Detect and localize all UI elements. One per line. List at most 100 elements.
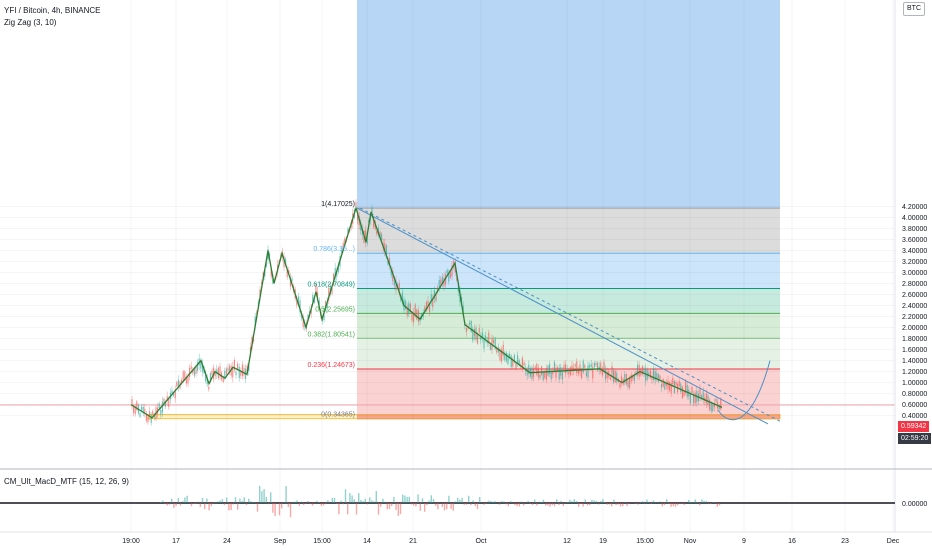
candle-body xyxy=(187,376,189,384)
macd-pane[interactable]: 0.00000 xyxy=(0,468,932,518)
macd-histogram-bar xyxy=(364,498,366,503)
candle-body xyxy=(318,300,320,305)
macd-histogram-bar xyxy=(441,503,443,507)
time-axis[interactable]: 19:00 17 24 Sep 15:00 14 21 Oct 12 19 15:00 Nov 9 16 2… xyxy=(0,531,932,545)
trend-line-dashed[interactable] xyxy=(359,207,781,422)
macd-histogram-bar xyxy=(168,503,171,505)
candle-body xyxy=(595,362,597,366)
macd-histogram-bar xyxy=(399,503,402,515)
macd-legend[interactable]: CM_Ult_MacD_MTF (15, 12, 26, 9) xyxy=(4,477,131,486)
time-tick-label: 14 xyxy=(363,538,371,545)
macd-histogram-bar xyxy=(391,503,393,507)
candle-body xyxy=(144,408,146,413)
macd-histogram-bar xyxy=(325,503,327,505)
macd-histogram-bar xyxy=(490,501,492,503)
candle-body xyxy=(232,366,234,378)
macd-histogram-bar xyxy=(558,503,560,506)
trend-lines[interactable] xyxy=(356,207,781,425)
macd-histogram-bar xyxy=(492,501,494,503)
candle-body xyxy=(241,364,243,377)
macd-histogram-bar xyxy=(311,503,314,506)
candle-body xyxy=(550,372,552,379)
macd-histogram-bar xyxy=(353,499,355,503)
candle-body xyxy=(384,243,386,252)
indicator-legend[interactable]: Zig Zag (3, 10) xyxy=(4,18,58,27)
price-tick-label: 0.60000 xyxy=(902,402,927,409)
candle-body xyxy=(624,374,626,383)
candle-body xyxy=(161,401,163,413)
candle-body xyxy=(195,366,197,375)
candle-body xyxy=(590,364,592,367)
candle-body xyxy=(592,366,594,379)
price-axis[interactable]: 0.40000 0.60000 0.80000 1.00000 1.20000 1.400… xyxy=(894,0,927,532)
candle-body xyxy=(517,355,519,364)
candle-body xyxy=(296,298,298,306)
fib-zone-top xyxy=(357,0,780,209)
macd-histogram-bar xyxy=(608,503,611,505)
candle-body xyxy=(158,403,160,409)
candle-body xyxy=(557,367,559,371)
candle-body xyxy=(166,396,168,402)
macd-histogram-bar xyxy=(281,503,283,509)
macd-histogram-bar xyxy=(472,500,474,503)
candle-body xyxy=(405,300,407,309)
candle-body xyxy=(713,402,715,408)
macd-histogram-bar xyxy=(446,503,448,510)
candle-body xyxy=(259,289,261,298)
currency-tag[interactable]: BTC xyxy=(903,2,925,16)
candle-body xyxy=(269,253,271,257)
candle-body xyxy=(521,357,523,370)
candle-body xyxy=(683,391,685,396)
macd-histogram-bar xyxy=(648,501,650,503)
macd-histogram-bar xyxy=(382,498,384,503)
macd-histogram-bar xyxy=(186,495,188,503)
macd-histogram-bar xyxy=(421,498,424,503)
macd-histogram-bar xyxy=(248,498,250,503)
macd-histogram-bar xyxy=(457,497,459,503)
candle-body xyxy=(593,362,595,367)
fib-label-1: 1(4.17025) xyxy=(321,201,355,208)
macd-histogram-bar xyxy=(591,499,593,503)
macd-histogram-bar xyxy=(452,503,454,511)
macd-histogram-bar xyxy=(637,503,639,505)
macd-histogram-bar xyxy=(437,503,439,510)
candle-body xyxy=(312,294,314,304)
macd-histogram-bar xyxy=(182,501,184,503)
candle-body xyxy=(395,281,397,290)
candle-body xyxy=(600,362,602,372)
macd-histogram-bar xyxy=(199,503,201,507)
candle-body xyxy=(190,366,192,370)
fib-label-0.786: 0.786(3.35...) xyxy=(313,246,355,253)
price-tick-label: 2.40000 xyxy=(902,303,927,310)
candle-body xyxy=(651,375,653,380)
candle-body xyxy=(141,406,143,410)
fib-label-0.382: 0.382(1.80541) xyxy=(308,331,355,338)
macd-histogram-bar xyxy=(371,500,373,503)
macd-histogram-bar xyxy=(177,498,179,503)
candle-body xyxy=(177,379,179,388)
candle-body xyxy=(638,364,640,377)
fibonacci-retracement[interactable] xyxy=(0,0,895,420)
candle-body xyxy=(552,371,554,375)
macd-histogram-bar xyxy=(413,503,415,506)
candle-body xyxy=(510,355,512,368)
symbol-legend[interactable]: YFI / Bitcoin, 4h, BINANCE xyxy=(4,6,102,15)
candle-body xyxy=(240,370,242,376)
trend-line-solid[interactable] xyxy=(356,207,769,425)
candle-body xyxy=(173,393,175,396)
macd-histogram-bar xyxy=(296,500,298,503)
candle-body xyxy=(309,311,311,314)
candle-body xyxy=(707,395,709,406)
macd-histogram-bar xyxy=(380,503,382,507)
macd-histogram-bar xyxy=(243,497,245,503)
candle-body xyxy=(414,304,416,317)
candle-body xyxy=(261,282,263,285)
candle-body xyxy=(457,285,459,292)
candle-body xyxy=(435,293,437,301)
fib-label-0.5: 0.5(2.25695) xyxy=(315,306,355,313)
macd-histogram-bar xyxy=(485,503,487,504)
projection-curve[interactable] xyxy=(717,360,771,421)
symbol-title: YFI / Bitcoin, 4h, BINANCE xyxy=(4,6,101,15)
macd-histogram-bar xyxy=(340,500,342,503)
